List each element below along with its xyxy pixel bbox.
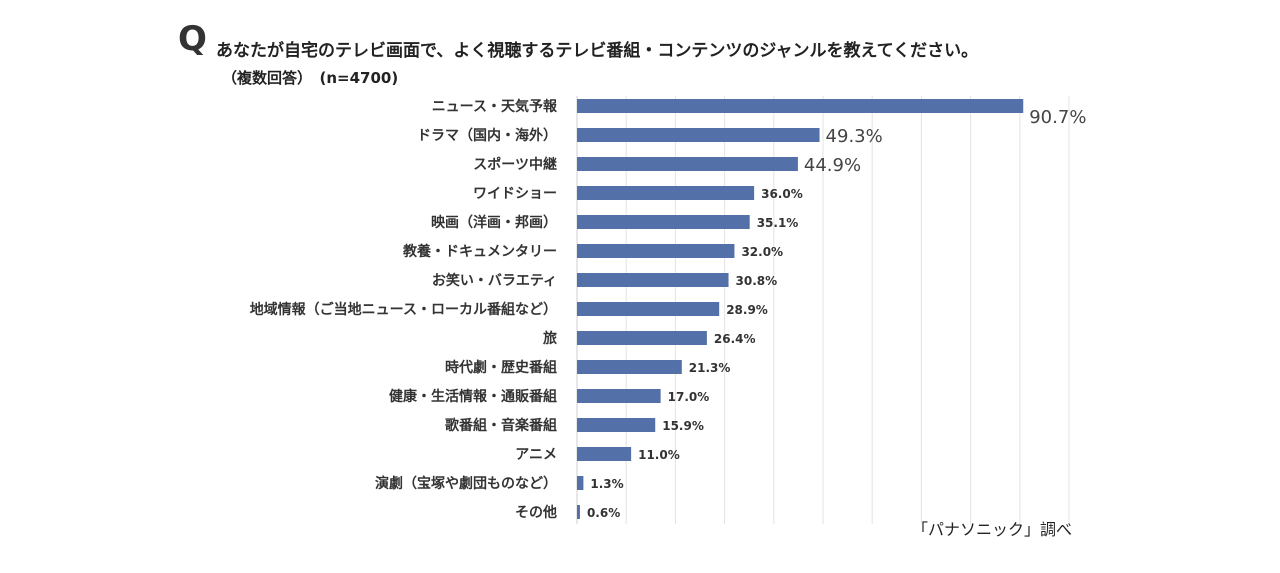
bar-10 [577, 389, 661, 403]
bar-13 [577, 476, 584, 490]
category-label-11: 歌番組・音楽番組 [445, 417, 557, 434]
value-label-8: 26.4% [714, 332, 756, 346]
bar-14 [577, 505, 580, 519]
value-label-0: 90.7% [1029, 107, 1086, 128]
value-label-2: 44.9% [804, 155, 861, 176]
category-label-4: 映画（洋画・邦画） [431, 214, 557, 231]
grid-lines [576, 96, 1070, 524]
bar-11 [577, 418, 656, 432]
bar-3 [577, 186, 755, 200]
question-title: あなたが自宅のテレビ画面で、よく視聴するテレビ番組・コンテンツのジャンルを教えて… [216, 41, 979, 61]
value-label-14: 0.6% [587, 506, 620, 520]
category-label-9: 時代劇・歴史番組 [445, 359, 557, 376]
value-label-7: 28.9% [726, 303, 768, 317]
category-label-10: 健康・生活情報・通販番組 [389, 388, 557, 405]
bar-9 [577, 360, 682, 374]
category-label-7: 地域情報（ご当地ニュース・ローカル番組など） [250, 301, 557, 318]
value-label-5: 32.0% [741, 245, 783, 259]
sample-note: （複数回答） (n=4700) [222, 69, 399, 87]
category-label-2: スポーツ中継 [473, 156, 557, 173]
category-label-12: アニメ [515, 447, 557, 463]
bar-1 [577, 128, 820, 142]
value-label-1: 49.3% [826, 126, 883, 147]
bars [577, 99, 1024, 519]
bar-0 [577, 99, 1024, 113]
category-label-13: 演劇（宝塚や劇団ものなど） [375, 475, 557, 492]
value-label-9: 21.3% [689, 361, 731, 375]
bar-7 [577, 302, 720, 316]
bar-5 [577, 244, 735, 258]
category-label-6: お笑い・バラエティ [432, 272, 557, 289]
bar-12 [577, 447, 632, 461]
bar-4 [577, 215, 750, 229]
value-label-13: 1.3% [590, 477, 623, 491]
value-label-4: 35.1% [757, 216, 799, 230]
category-label-14: その他 [515, 504, 557, 521]
value-label-11: 15.9% [662, 419, 704, 433]
category-label-8: 旅 [543, 330, 557, 347]
value-label-10: 17.0% [668, 390, 710, 404]
category-label-1: ドラマ（国内・海外） [417, 127, 557, 144]
value-labels: 90.7% 49.3% 44.9%36.0% 35.1% 32.0% 30.8% 28.9%… [587, 107, 1086, 520]
value-label-12: 11.0% [638, 448, 680, 462]
category-label-3: ワイドショー [473, 186, 557, 202]
bar-2 [577, 157, 798, 171]
category-label-5: 教養・ドキュメンタリー [403, 243, 557, 260]
value-label-6: 30.8% [736, 274, 778, 288]
category-label-0: ニュース・天気予報 [432, 98, 558, 115]
source-credit: 「パナソニック」調べ [912, 520, 1073, 539]
bar-8 [577, 331, 707, 345]
question-mark-label: Q [178, 19, 207, 59]
bar-6 [577, 273, 729, 287]
value-label-3: 36.0% [761, 187, 803, 201]
